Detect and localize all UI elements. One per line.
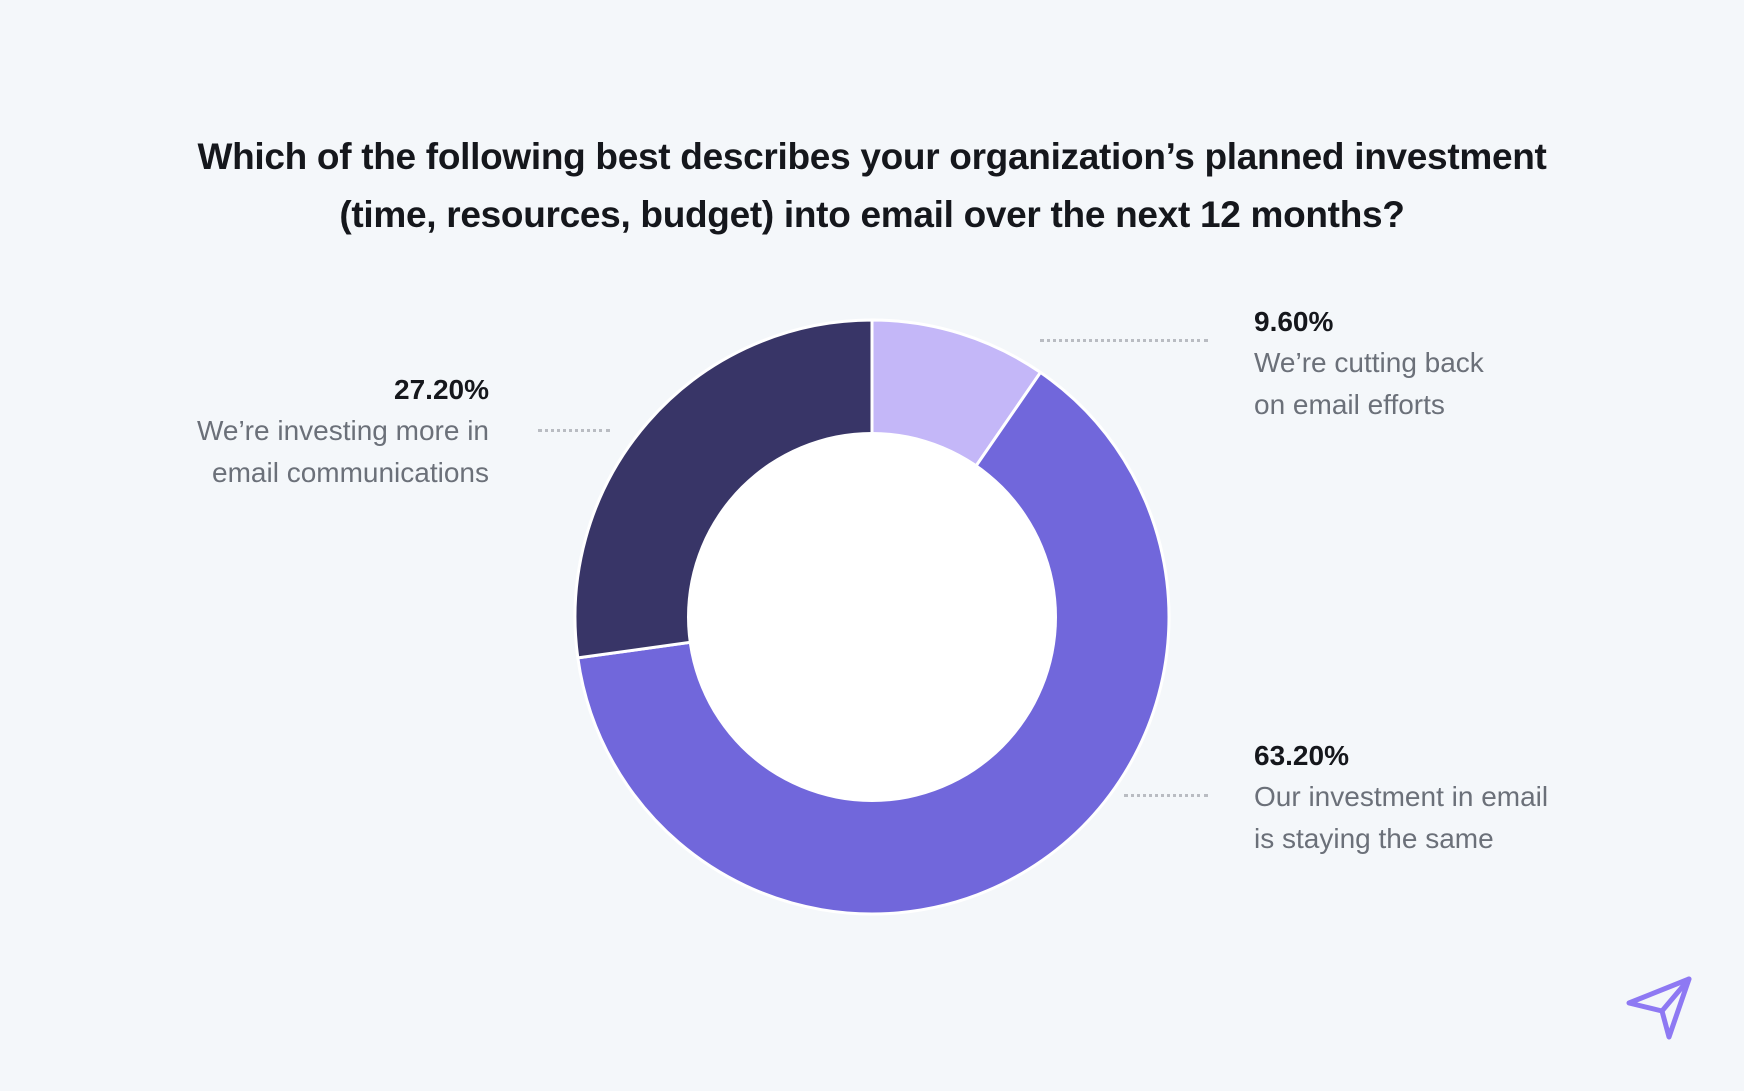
leader-line-cutting-back	[1040, 339, 1208, 342]
slice-value-label: 27.20%	[394, 374, 489, 405]
slice-category-label: on email efforts	[1254, 389, 1445, 420]
chart-title: Which of the following best describes yo…	[150, 128, 1594, 244]
callout-investing-more: 27.20% We’re investing more in email com…	[197, 370, 489, 494]
callout-staying-same: 63.20% Our investment in email is stayin…	[1254, 736, 1548, 860]
chart-title-line-2: (time, resources, budget) into email ove…	[339, 194, 1405, 235]
slice-category-label: We’re cutting back	[1254, 347, 1484, 378]
slice-category-label: email communications	[212, 457, 489, 488]
leader-line-staying-same	[1124, 794, 1208, 797]
slice-value-label: 63.20%	[1254, 740, 1349, 771]
slice-category-label: is staying the same	[1254, 823, 1494, 854]
callout-cutting-back: 9.60% We’re cutting back on email effort…	[1254, 302, 1484, 426]
slice-value-label: 9.60%	[1254, 306, 1334, 337]
slice-category-label: We’re investing more in	[196, 415, 489, 446]
paper-plane-arrow-icon	[1626, 976, 1692, 1040]
slice-category-label: Our investment in email	[1254, 781, 1549, 812]
chart-title-line-1: Which of the following best describes yo…	[197, 136, 1547, 177]
leader-line-investing-more	[538, 429, 610, 432]
donut-hole	[687, 432, 1057, 802]
